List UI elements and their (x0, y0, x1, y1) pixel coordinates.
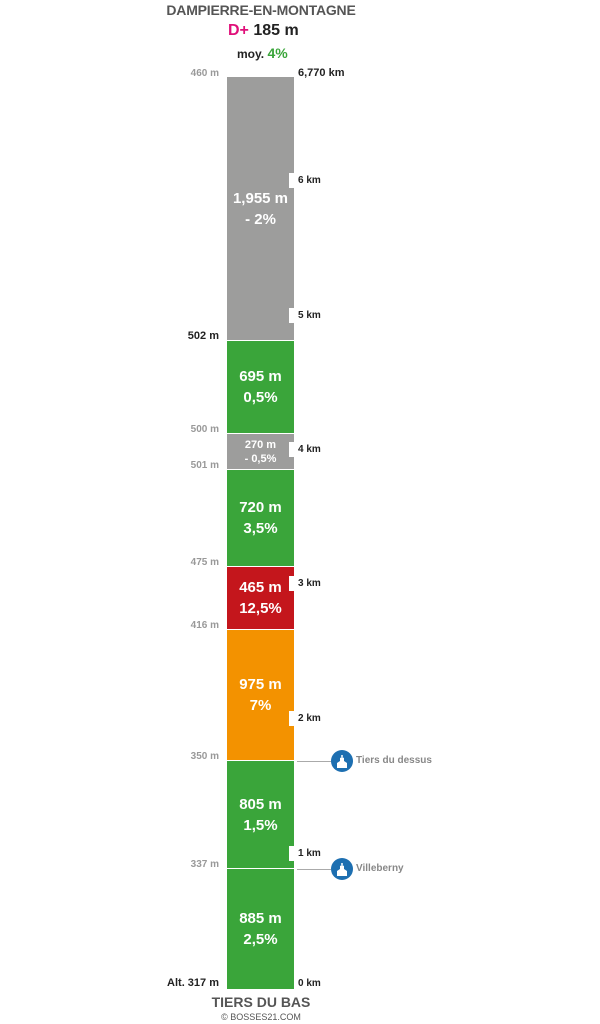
avg-label: moy. (237, 47, 265, 61)
segment-grade: 2,5% (243, 931, 278, 948)
altitude-label: 460 m (190, 68, 219, 79)
segment-2: 805 m 1,5% (227, 761, 294, 868)
avg-value: 4% (267, 45, 288, 61)
segment-grade: 7% (249, 697, 272, 714)
segment-length: 270 m (244, 438, 277, 451)
segment-1: 885 m 2,5% (227, 869, 294, 989)
segment-length: 885 m (239, 910, 282, 927)
km-marker: 3 km (289, 576, 321, 591)
segment-length: 720 m (239, 499, 282, 516)
segment-6: 270 m - 0,5% (227, 434, 294, 469)
altitude-label: 500 m (190, 424, 219, 435)
km-marker: 2 km (289, 711, 321, 726)
segment-grade: 0,5% (243, 389, 278, 406)
altitude-label: Alt. 317 m (167, 977, 219, 989)
km-marker: 1 km (289, 846, 321, 861)
copyright: © BOSSES21.COM (221, 1012, 301, 1022)
segment-length: 1,955 m (232, 189, 289, 207)
km-marker: 0 km (298, 978, 321, 989)
total-distance: 6,770 km (298, 67, 345, 79)
altitude-label: 337 m (190, 859, 219, 870)
km-marker: 5 km (289, 308, 321, 323)
altitude-label: 475 m (190, 557, 219, 568)
segment-grade: 1,5% (243, 816, 278, 834)
segment-3: 975 m 7% (227, 630, 294, 760)
segment-7: 695 m 0,5% (227, 341, 294, 433)
start-location-name: DAMPIERRE-EN-MONTAGNE (166, 2, 356, 18)
altitude-label: 501 m (190, 460, 219, 471)
segment-grade: - 2% (245, 210, 276, 228)
segment-length: 465 m (239, 579, 282, 596)
altitude-label: 502 m (187, 330, 219, 342)
average-grade: moy. 4% (237, 45, 288, 61)
segment-grade: 3,5% (243, 520, 278, 537)
elevation-gain: D+ 185 m (228, 22, 299, 40)
altitude-label: 350 m (190, 751, 219, 762)
end-location-name: TIERS DU BAS (211, 994, 311, 1010)
segment-length: 805 m (239, 795, 282, 813)
poi-label: Tiers du dessus (356, 755, 432, 766)
segment-5: 720 m 3,5% (227, 470, 294, 566)
church-icon (331, 750, 353, 772)
poi-connector (297, 761, 331, 762)
dplus-value: 185 m (253, 22, 299, 39)
poi-label: Villeberny (356, 863, 404, 874)
church-icon (331, 858, 353, 880)
segment-length: 975 m (239, 676, 282, 693)
poi-connector (297, 869, 331, 870)
segment-grade: 12,5% (239, 600, 282, 617)
altitude-label: 416 m (190, 620, 219, 631)
segment-length: 695 m (239, 368, 282, 385)
km-marker: 4 km (289, 442, 321, 457)
segment-4: 465 m 12,5% (227, 567, 294, 629)
km-marker: 6 km (289, 173, 321, 188)
segment-8: 1,955 m - 2% (227, 77, 294, 340)
segment-grade: - 0,5% (244, 452, 277, 465)
dplus-label: D+ (228, 22, 249, 39)
